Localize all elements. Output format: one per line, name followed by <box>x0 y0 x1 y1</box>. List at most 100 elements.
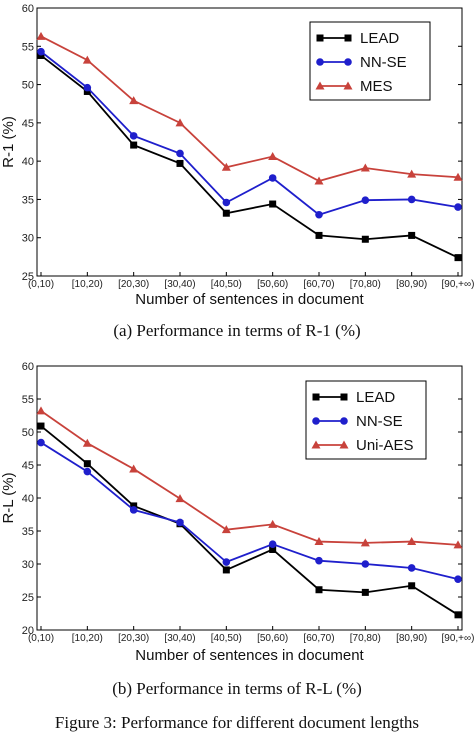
y-tick-label: 45 <box>22 460 34 472</box>
legend-marker <box>312 417 320 425</box>
data-point <box>361 588 369 596</box>
legend-marker <box>316 34 324 42</box>
legend-marker <box>312 393 320 401</box>
data-point <box>176 149 184 158</box>
data-point <box>361 196 370 204</box>
legend-label: Uni-AES <box>356 437 414 454</box>
data-point <box>269 545 277 553</box>
data-point <box>83 467 92 476</box>
data-point <box>82 55 92 64</box>
data-point <box>129 96 139 105</box>
x-tick-label: [80,90) <box>396 279 427 290</box>
series-line <box>40 50 459 216</box>
x-tick-label: (0,10) <box>28 633 54 644</box>
data-point <box>360 538 370 547</box>
legend: LEAD NN-SE Uni-AES <box>305 380 427 460</box>
data-point <box>221 525 231 534</box>
data-point <box>222 198 231 207</box>
data-point <box>453 540 463 549</box>
x-tick-label: [90,+∞) <box>442 279 474 290</box>
x-axis-label: Number of sentences in document <box>135 291 364 308</box>
x-tick-label: (0,10) <box>28 279 54 290</box>
data-point <box>361 235 369 243</box>
data-point <box>407 195 416 204</box>
legend-box <box>309 21 431 101</box>
y-tick-label: 55 <box>22 41 34 53</box>
x-tick-label: [60,70) <box>303 279 334 290</box>
data-point <box>130 502 138 510</box>
data-point <box>407 564 416 572</box>
data-point <box>130 141 138 149</box>
legend-label: MES <box>360 78 393 95</box>
data-point <box>314 176 324 185</box>
data-point <box>175 494 185 503</box>
data-point <box>454 575 462 583</box>
data-point <box>83 460 91 468</box>
legend-marker <box>343 81 353 90</box>
y-tick-label: 45 <box>22 118 34 130</box>
plot-frame <box>36 7 463 277</box>
x-tick-label: [20,30) <box>118 279 149 290</box>
data-point <box>82 438 92 447</box>
series-lead <box>37 51 462 262</box>
data-point <box>407 537 417 546</box>
legend-marker <box>344 34 352 42</box>
data-point <box>37 51 45 59</box>
data-point <box>268 519 278 528</box>
x-tick-label: [50,60) <box>257 279 288 290</box>
data-point <box>222 558 231 566</box>
figure-caption: Figure 3: Performance for different docu… <box>55 713 419 732</box>
data-point <box>176 159 184 167</box>
legend-marker <box>339 440 349 449</box>
data-point <box>454 203 462 211</box>
data-point <box>36 406 46 415</box>
data-point <box>408 231 416 239</box>
data-point <box>268 152 278 161</box>
data-point <box>129 506 138 514</box>
data-point <box>454 611 462 619</box>
data-point <box>268 174 277 182</box>
data-point <box>407 169 417 178</box>
y-tick-label: 25 <box>22 592 34 604</box>
x-tick-label: [30,40) <box>164 633 195 644</box>
chart-caption: (a) Performance in terms of R-1 (%) <box>113 321 360 340</box>
series-line <box>40 425 459 616</box>
y-tick-label: 50 <box>22 80 34 92</box>
data-point <box>176 518 184 527</box>
data-point <box>454 254 462 262</box>
x-tick-label: [90,+∞) <box>442 633 474 644</box>
legend-marker <box>311 440 321 449</box>
y-tick-label: 50 <box>22 427 34 439</box>
data-point <box>175 118 185 127</box>
legend-label: LEAD <box>356 389 395 406</box>
x-tick-label: [60,70) <box>303 633 334 644</box>
data-point <box>83 87 91 95</box>
x-tick-label: [40,50) <box>211 633 242 644</box>
data-point <box>408 582 416 590</box>
x-axis-label: Number of sentences in document <box>135 647 364 664</box>
legend-marker <box>316 58 324 66</box>
data-point <box>222 209 230 217</box>
data-point <box>268 540 277 548</box>
y-axis-label: R-1 (%) <box>0 116 17 168</box>
data-point <box>453 172 463 181</box>
series-uni-aes <box>36 406 463 549</box>
series-line <box>40 410 459 546</box>
data-point <box>315 556 323 565</box>
x-tick-label: [80,90) <box>396 633 427 644</box>
x-tick-label: [20,30) <box>118 633 149 644</box>
x-tick-label: [10,20) <box>72 279 103 290</box>
data-point <box>83 83 92 92</box>
data-point <box>37 422 45 430</box>
series-nn-se <box>37 47 462 219</box>
series-nn-se <box>37 438 462 583</box>
data-point <box>269 200 277 208</box>
x-tick-label: [70,80) <box>350 633 381 644</box>
y-tick-label: 20 <box>22 625 34 637</box>
chart-panel-rl: 20 25 30 35 40 45 50 55 60 (0,10) [10,20) [20,30) [3… <box>0 361 474 698</box>
series-line <box>40 54 459 259</box>
series-line <box>40 441 459 581</box>
data-point <box>221 162 231 171</box>
legend-marker <box>340 417 348 425</box>
legend-label: LEAD <box>360 30 399 47</box>
